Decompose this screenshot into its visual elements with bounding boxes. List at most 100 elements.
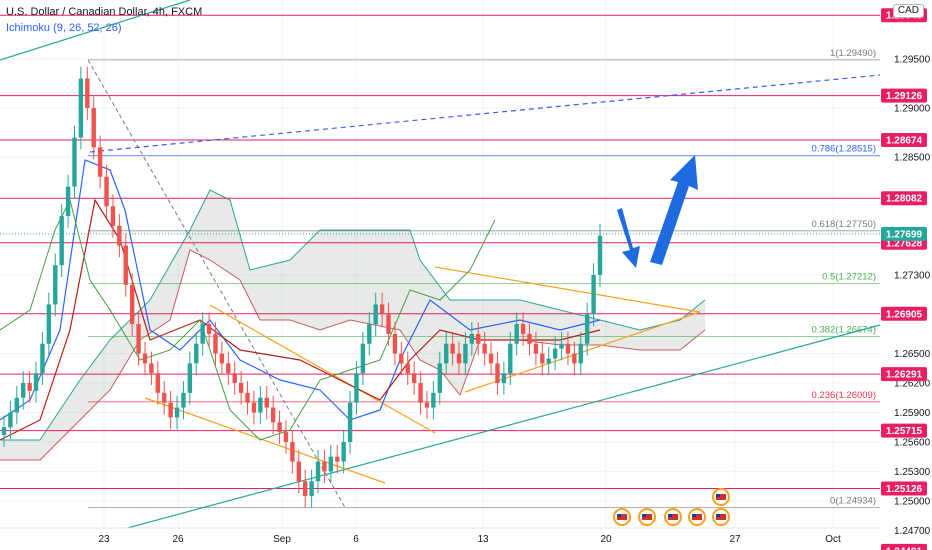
candle-body: [238, 383, 244, 393]
candle-body: [482, 343, 487, 354]
time-tick-label: 26: [172, 534, 184, 545]
candle-body: [309, 481, 314, 496]
fib-label: 0(1.24934): [830, 495, 876, 506]
candle-body: [149, 363, 154, 374]
candle-body: [117, 225, 122, 246]
time-tick-label: 27: [729, 534, 741, 545]
price-tick-label: 1.26200: [894, 379, 931, 390]
candle-body: [437, 363, 442, 393]
candle-body: [245, 392, 250, 403]
currency-button[interactable]: CAD: [892, 4, 924, 18]
fib-label: 1(1.29490): [830, 48, 876, 59]
candle-body: [328, 456, 334, 472]
candle-body: [399, 353, 404, 364]
candle-body: [578, 343, 583, 364]
candle-body: [53, 265, 58, 305]
candle-body: [463, 343, 468, 364]
candle-body: [501, 373, 507, 384]
candle-body: [97, 147, 103, 177]
candle-body: [386, 314, 391, 334]
candle-body: [411, 373, 417, 384]
level-tag-label: 1.26905: [886, 309, 923, 320]
kijun-sen: [0, 198, 601, 441]
candle-body: [508, 343, 513, 374]
candle-body: [546, 358, 551, 364]
flag-canton: [692, 514, 696, 517]
candle-body: [367, 324, 372, 344]
candle-body: [469, 333, 475, 344]
candle-body: [315, 461, 321, 482]
up-arrow: [650, 155, 698, 265]
time-tick-label: 13: [477, 534, 489, 545]
candle-body: [136, 324, 141, 354]
candle-body: [200, 324, 205, 344]
price-tick-label: 1.24700: [894, 526, 931, 537]
candle-body: [424, 402, 430, 408]
level-tag: [881, 423, 927, 438]
candle-body: [232, 373, 237, 384]
symbol-title[interactable]: U.S. Dollar / Canadian Dollar, 4h, FXCM: [6, 6, 203, 18]
candle-body: [527, 333, 532, 344]
candle-body: [258, 397, 263, 413]
fibonacci-retracement: 1(1.29490) 0.786(1.28515) 0.618(1.27750) 0.…: [87, 48, 880, 508]
price-tick-label: 1.29500: [894, 54, 931, 65]
candle-body: [174, 407, 180, 418]
fib-label: 0.382(1.26674): [812, 324, 876, 335]
candle-body: [456, 353, 462, 364]
flag-canton: [617, 514, 621, 517]
candle-body: [40, 343, 45, 374]
price-tick-label: 1.27300: [894, 271, 931, 282]
candle-body: [597, 235, 603, 275]
time-tick-label: Oct: [825, 534, 841, 545]
level-tag: [881, 133, 927, 148]
candle-body: [78, 78, 84, 138]
level-tag: [881, 481, 927, 496]
candle-body: [360, 343, 366, 374]
time-tick-label: 6: [353, 534, 359, 545]
candle-body: [559, 343, 564, 349]
flag-canton: [716, 514, 720, 517]
candle-body: [33, 373, 39, 391]
level-tag: [881, 306, 927, 321]
candle-body: [405, 363, 410, 374]
fib-label: 0.236(1.26009): [812, 390, 876, 401]
candle-body: [206, 324, 212, 334]
time-tick-label: Sep: [273, 534, 291, 545]
candle-body: [181, 392, 186, 408]
candle-body: [335, 456, 340, 462]
candle-body: [59, 216, 64, 266]
fib-label: 0.786(1.28515): [812, 144, 876, 155]
candle-body: [533, 343, 539, 354]
flag-stripe: [617, 514, 627, 520]
level-tag-label: 1.25715: [886, 426, 923, 437]
candle-body: [552, 348, 558, 359]
price-tick-label: 1.25300: [894, 467, 931, 478]
flag-stripe: [716, 494, 726, 500]
flag-canton: [716, 494, 720, 497]
falling-wedge-lower: [144, 397, 386, 484]
candle-body: [142, 353, 148, 364]
economic-events: [613, 488, 730, 526]
indicator-label[interactable]: Ichimoku (9, 26, 52, 26): [6, 22, 122, 34]
fib-trend-line: [87, 59, 346, 508]
candle-body: [187, 363, 193, 393]
candle-body: [495, 363, 500, 384]
candle-body: [270, 407, 276, 423]
candle-body: [296, 461, 301, 482]
candle-body: [27, 383, 32, 391]
time-axis[interactable]: 23 26 Sep 6 13 20 27 Oct: [0, 527, 880, 550]
level-tag-label: 1.25126: [886, 484, 923, 495]
falling-wedge-upper: [209, 304, 436, 434]
candle-body: [347, 402, 353, 442]
down-arrow: [617, 208, 640, 268]
candle-body: [85, 78, 90, 109]
candle-body: [219, 353, 225, 364]
cloud-fill: [0, 190, 705, 460]
candle-body: [572, 353, 577, 364]
candle-body: [168, 402, 173, 418]
candle-body: [251, 402, 257, 413]
level-tag-label: 1.26291: [886, 370, 923, 381]
candle-body: [283, 432, 289, 442]
